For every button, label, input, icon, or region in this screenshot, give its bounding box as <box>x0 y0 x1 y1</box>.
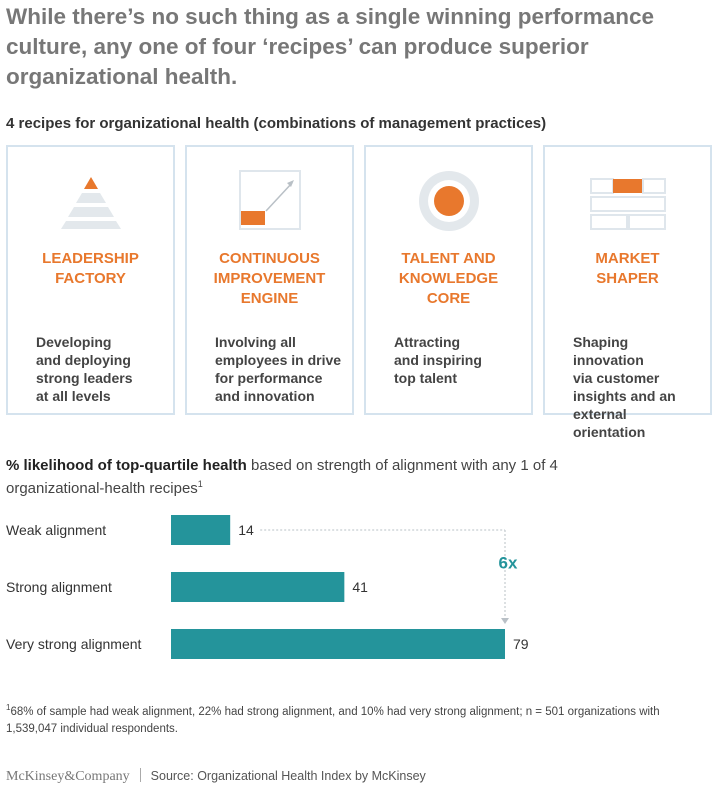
recipe-description: Attracting and inspiring top talent <box>394 334 482 386</box>
bar-value-label: 14 <box>238 522 254 538</box>
brand-logo: McKinsey&Company <box>6 769 130 784</box>
footnote-marker: 1 <box>6 703 11 712</box>
recipe-description: Shaping innovation via customer insights… <box>573 334 676 440</box>
recipe-description: Involving all employees in drive for per… <box>215 334 342 404</box>
recipe-cards: LEADERSHIP FACTORY Developing and deploy… <box>6 145 712 440</box>
upward-arrow-icon <box>238 170 301 230</box>
recipes-subheading: 4 recipes for organizational health (com… <box>6 115 547 132</box>
recipe-title: CONTINUOUS IMPROVEMENT ENGINE <box>213 250 326 307</box>
footer: McKinsey&Company Source: Organizational H… <box>6 768 712 788</box>
footer-divider <box>139 768 141 782</box>
bar-value-label: 41 <box>352 579 368 595</box>
recipe-card-talent-and-knowledge-core: TALENT AND KNOWLEDGE CORE Attracting and… <box>364 145 533 415</box>
multiplier-annotation: 6x <box>499 554 518 573</box>
chart-title-bold: % likelihood of top-quartile health <box>6 457 247 474</box>
recipe-title: TALENT AND KNOWLEDGE CORE <box>398 250 499 307</box>
bar <box>171 515 231 545</box>
grid-blocks-icon <box>589 178 666 230</box>
chart-title-rest: based on strength of alignment with any … <box>6 457 558 497</box>
target-circle-icon <box>418 171 479 231</box>
recipe-title: MARKET SHAPER <box>595 250 660 287</box>
alignment-bar-chart: Weak alignment 14 Strong alignment 41 Very s… <box>0 505 720 675</box>
pyramid-icon <box>60 177 121 229</box>
footnote-text: 68% of sample had weak alignment, 22% ha… <box>6 705 660 735</box>
recipe-description: Developing and deploying strong leaders … <box>36 334 133 404</box>
footnote-reference: 1 <box>197 479 203 489</box>
recipe-card-continuous-improvement-engine: CONTINUOUS IMPROVEMENT ENGINE Involving … <box>185 145 354 415</box>
annotation-arrowhead <box>501 618 509 624</box>
footnote: 168% of sample had weak alignment, 22% h… <box>6 699 712 738</box>
bar <box>171 572 345 602</box>
recipe-card-market-shaper: MARKET SHAPER Shaping innovation via cus… <box>543 145 712 440</box>
category-label: Strong alignment <box>6 579 112 595</box>
category-label: Very strong alignment <box>6 636 142 652</box>
recipe-title: LEADERSHIP FACTORY <box>42 250 139 287</box>
bar-chart-svg: Weak alignment 14 Strong alignment 41 Very s… <box>6 515 529 659</box>
recipe-card-leadership-factory: LEADERSHIP FACTORY Developing and deploy… <box>6 145 175 415</box>
bar-value-label: 79 <box>513 636 529 652</box>
category-label: Weak alignment <box>6 522 106 538</box>
bar <box>171 629 505 659</box>
headline: While there’s no such thing as a single … <box>6 4 655 89</box>
chart-title: % likelihood of top-quartile health base… <box>6 456 626 498</box>
source-text: Source: Organizational Health Index by M… <box>150 769 426 783</box>
